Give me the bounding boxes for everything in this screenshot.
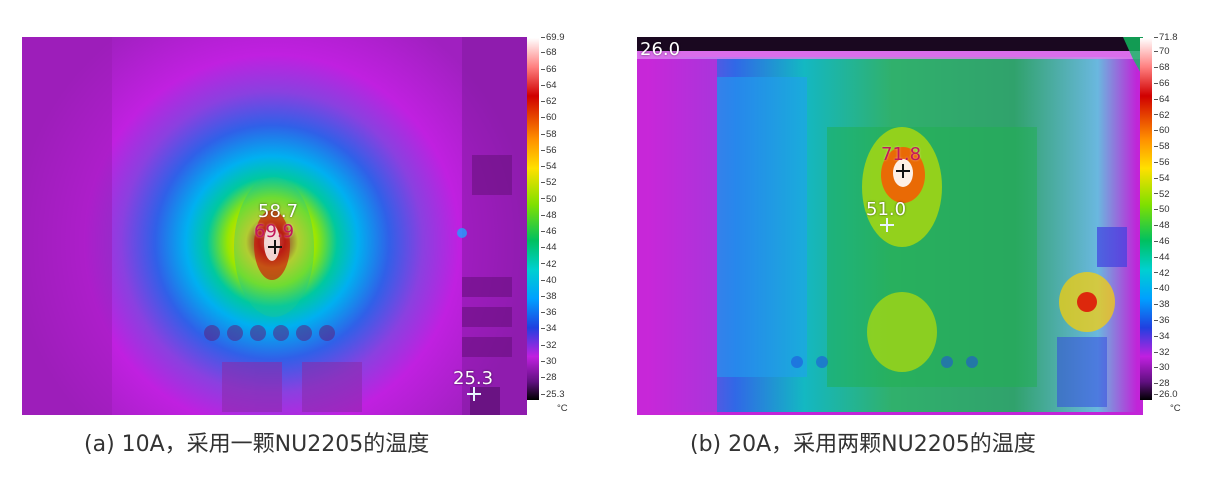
spot-label-max: 71.8 bbox=[881, 144, 922, 165]
scale-tick-label: 34 bbox=[1154, 331, 1170, 342]
scale-tick-label: 66 bbox=[1154, 78, 1170, 89]
scale-tick-label: 40 bbox=[541, 275, 557, 286]
scale-min-label: 25.3 bbox=[541, 390, 565, 400]
crosshair-center-icon bbox=[880, 218, 894, 232]
crosshair-min-icon bbox=[467, 387, 481, 401]
scale-tick-label: 68 bbox=[1154, 63, 1170, 73]
spot-label-center: 51.0 bbox=[866, 199, 907, 220]
caption-b: (b) 20A，采用两颗NU2205的温度 bbox=[690, 432, 1036, 457]
scale-tick-label: 40 bbox=[1154, 284, 1170, 294]
spot-label-min: 26.0 bbox=[640, 39, 681, 60]
scale-tick-label: 46 bbox=[1154, 236, 1170, 247]
scale-tick-label: 56 bbox=[1154, 157, 1170, 168]
scale-tick-label: 36 bbox=[541, 308, 557, 318]
color-scale-bar-b bbox=[1140, 38, 1152, 400]
scale-tick-label: 28 bbox=[1154, 379, 1170, 389]
scale-tick-label: 36 bbox=[1154, 316, 1170, 326]
caption-a: (a) 10A，采用一颗NU2205的温度 bbox=[84, 432, 430, 457]
scale-tick-label: 66 bbox=[541, 64, 557, 75]
color-scale-bar-a bbox=[527, 38, 539, 400]
scale-tick-label: 52 bbox=[1154, 189, 1170, 200]
scale-tick-label: 48 bbox=[541, 210, 557, 221]
scale-max-label: 69.9 bbox=[541, 33, 565, 43]
scale-tick-label: 68 bbox=[541, 48, 557, 58]
spot-label-min: 25.3 bbox=[453, 368, 494, 389]
scale-tick-label: 44 bbox=[541, 243, 557, 253]
scale-tick-label: 58 bbox=[541, 129, 557, 140]
scale-tick-label: 38 bbox=[1154, 300, 1170, 310]
scale-tick-label: 62 bbox=[541, 97, 557, 107]
scale-tick-label: 48 bbox=[1154, 221, 1170, 231]
spot-label-max: 69.9 bbox=[254, 221, 295, 242]
scale-tick-label: 54 bbox=[1154, 173, 1170, 184]
scale-ticks-b: 71.8 26.0 70 68 66 64 62 60 58 56 54 52 50 48 46 44 42… bbox=[1154, 33, 1200, 400]
scale-tick-label: 56 bbox=[541, 145, 557, 156]
thermal-panel-b: 26.0 71.8 51.0 bbox=[604, 0, 1209, 498]
scale-tick-label: 62 bbox=[1154, 110, 1170, 121]
scale-min-label: 26.0 bbox=[1154, 390, 1178, 400]
scale-tick-label: 52 bbox=[541, 178, 557, 188]
scale-tick-label: 32 bbox=[541, 340, 557, 351]
scale-tick-label: 70 bbox=[1154, 47, 1170, 57]
scale-tick-label: 50 bbox=[541, 194, 557, 205]
scale-tick-label: 60 bbox=[1154, 126, 1170, 136]
scale-tick-label: 58 bbox=[1154, 142, 1170, 152]
scale-tick-label: 38 bbox=[541, 291, 557, 302]
thermal-image-a: 58.7 69.9 25.3 bbox=[22, 37, 527, 415]
scale-unit: °C bbox=[557, 403, 568, 414]
scale-tick-label: 60 bbox=[541, 113, 557, 123]
crosshair-max-icon bbox=[268, 240, 282, 254]
scale-tick-label: 42 bbox=[541, 259, 557, 270]
scale-tick-label: 30 bbox=[1154, 363, 1170, 373]
scale-tick-label: 64 bbox=[541, 80, 557, 91]
thermal-image-b: 26.0 71.8 51.0 bbox=[637, 37, 1143, 415]
scale-tick-label: 64 bbox=[1154, 94, 1170, 105]
scale-max-label: 71.8 bbox=[1154, 33, 1178, 43]
scale-tick-label: 28 bbox=[541, 373, 557, 383]
color-scale-b: 71.8 26.0 70 68 66 64 62 60 58 56 54 52 50 48 46 44 42… bbox=[1140, 33, 1200, 414]
scale-tick-label: 42 bbox=[1154, 268, 1170, 279]
scale-tick-label: 34 bbox=[541, 324, 557, 334]
scale-unit: °C bbox=[1170, 403, 1181, 414]
scale-tick-label: 30 bbox=[541, 356, 557, 367]
crosshair-max-icon bbox=[896, 164, 910, 178]
scale-tick-label: 54 bbox=[541, 162, 557, 172]
scale-tick-label: 46 bbox=[541, 227, 557, 237]
color-scale-a: 69.9 25.3 68 66 64 62 60 58 56 54 52 50 48 46 44 42 40… bbox=[527, 33, 587, 414]
scale-tick-label: 44 bbox=[1154, 252, 1170, 263]
scale-tick-label: 32 bbox=[1154, 347, 1170, 358]
scale-ticks-a: 69.9 25.3 68 66 64 62 60 58 56 54 52 50 48 46 44 42 40… bbox=[541, 33, 587, 400]
scale-tick-label: 50 bbox=[1154, 205, 1170, 215]
thermal-panel-a: 58.7 69.9 25.3 bbox=[0, 0, 604, 498]
spot-label-center: 58.7 bbox=[258, 201, 299, 222]
